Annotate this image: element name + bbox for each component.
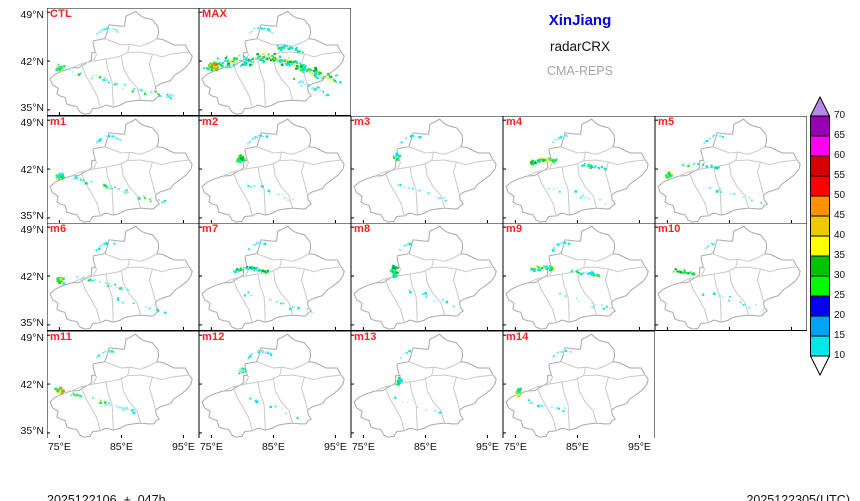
panel-label: m12 [202, 330, 225, 343]
x-tick-label: 95°E [324, 441, 347, 453]
y-tick-label: 42°N [20, 271, 44, 283]
panel-label: m11 [50, 330, 73, 343]
init-times: 2025122106 + 047h 2025122114 + 047h [47, 460, 166, 501]
panel-m10: m10 [655, 223, 807, 331]
x-tick-label: 85°E [109, 441, 133, 453]
panel-label: m14 [506, 330, 529, 343]
panel-m8: m8 [351, 223, 503, 331]
x-tick-label: 95°E [628, 441, 651, 453]
y-tick-label: 49°N [20, 331, 44, 344]
map-m1 [47, 116, 199, 224]
x-tick-label: 75°E [199, 441, 223, 453]
colorbar-tick-label: 10 [834, 350, 846, 361]
colorbar-scale [809, 95, 831, 377]
colorbar-tick-label: 35 [834, 250, 846, 261]
colorbar-tick-label: 20 [834, 310, 846, 321]
map-m5 [655, 116, 807, 224]
colorbar-tick-label: 50 [834, 190, 846, 201]
panel-m7: m7 [199, 223, 351, 331]
x-tick-label: 95°E [172, 441, 195, 453]
y-tick-label: 42°N [20, 56, 44, 68]
x-tick-label: 85°E [261, 441, 285, 453]
panel-label: m7 [202, 223, 219, 235]
map-m12 [199, 331, 351, 439]
panel-CTL: CTL [47, 8, 199, 116]
y-tick-label: 49°N [20, 224, 44, 236]
valid-times: 2025122305(UTC) 2025122313(CST) [746, 460, 850, 501]
y-tick-label: 35°N [20, 209, 44, 222]
y-tick-label: 42°N [20, 378, 44, 391]
map-m14 [503, 331, 655, 439]
colorbar: 10 15 20 25 30 35 40 45 50 55 60 65 70 [809, 95, 860, 380]
panel-label: m2 [202, 115, 219, 128]
panel-label: m8 [354, 223, 371, 235]
panel-m6: m6 [47, 223, 199, 331]
map-m6 [47, 223, 199, 331]
panel-m12: m12 [199, 330, 351, 439]
x-tick-label: 75°E [47, 441, 71, 453]
product-title: radarCRX [549, 39, 611, 54]
x-tick-label: 85°E [565, 441, 589, 453]
map-m3 [351, 116, 503, 224]
panel-label: CTL [50, 8, 72, 20]
y-tick-label: 35°N [20, 102, 44, 114]
panel-m5: m5 [655, 115, 807, 224]
title-block: XinJiang radarCRX CMA-REPS [480, 12, 680, 78]
colorbar-tick-label: 60 [834, 150, 846, 161]
map-CTL [47, 8, 199, 116]
panel-label: m9 [506, 223, 523, 235]
x-tick-label: 85°E [413, 441, 437, 453]
y-tick-label: 49°N [20, 9, 44, 21]
panel-MAX: MAX [199, 8, 351, 116]
panel-label: m10 [658, 223, 681, 235]
map-m2 [199, 116, 351, 224]
colorbar-tick-label: 25 [834, 290, 846, 301]
model-title: CMA-REPS [547, 64, 613, 78]
map-m9 [503, 223, 655, 331]
x-tick-label: 95°E [476, 441, 499, 453]
map-MAX [199, 8, 351, 116]
map-m4 [503, 116, 655, 224]
panel-m14: m14 [503, 330, 655, 439]
region-title: XinJiang [548, 12, 612, 29]
colorbar-tick-label: 15 [834, 330, 846, 341]
y-tick-label: 42°N [20, 163, 44, 176]
map-m7 [199, 223, 351, 331]
map-m10 [655, 223, 807, 331]
panel-m2: m2 [199, 115, 351, 224]
panel-label: m1 [50, 115, 67, 128]
panel-label: m5 [658, 115, 675, 128]
panel-m13: m13 [351, 330, 503, 439]
panel-label: m6 [50, 223, 67, 235]
panel-m1: m1 [47, 115, 199, 224]
map-m13 [351, 331, 503, 439]
panel-label: MAX [202, 8, 228, 20]
map-m11 [47, 331, 199, 439]
panel-m9: m9 [503, 223, 655, 331]
colorbar-tick-label: 30 [834, 270, 846, 281]
colorbar-tick-label: 70 [834, 110, 846, 121]
map-m8 [351, 223, 503, 331]
colorbar-tick-label: 45 [834, 210, 846, 221]
colorbar-tick-label: 55 [834, 170, 846, 181]
panel-m11: m11 [47, 330, 199, 439]
x-tick-label: 75°E [351, 441, 375, 453]
x-tick-label: 75°E [503, 441, 527, 453]
y-tick-label: 35°N [20, 317, 44, 329]
panel-m3: m3 [351, 115, 503, 224]
colorbar-tick-label: 65 [834, 130, 846, 141]
panel-label: m13 [354, 330, 377, 343]
colorbar-tick-label: 40 [834, 230, 846, 241]
valid-time-utc: 2025122305(UTC) [746, 493, 850, 501]
panel-label: m4 [506, 115, 523, 128]
init-time-line1: 2025122106 + 047h [47, 493, 166, 501]
panel-m4: m4 [503, 115, 655, 224]
y-tick-label: 49°N [20, 116, 44, 129]
y-tick-label: 35°N [20, 424, 44, 437]
panel-label: m3 [354, 115, 371, 128]
